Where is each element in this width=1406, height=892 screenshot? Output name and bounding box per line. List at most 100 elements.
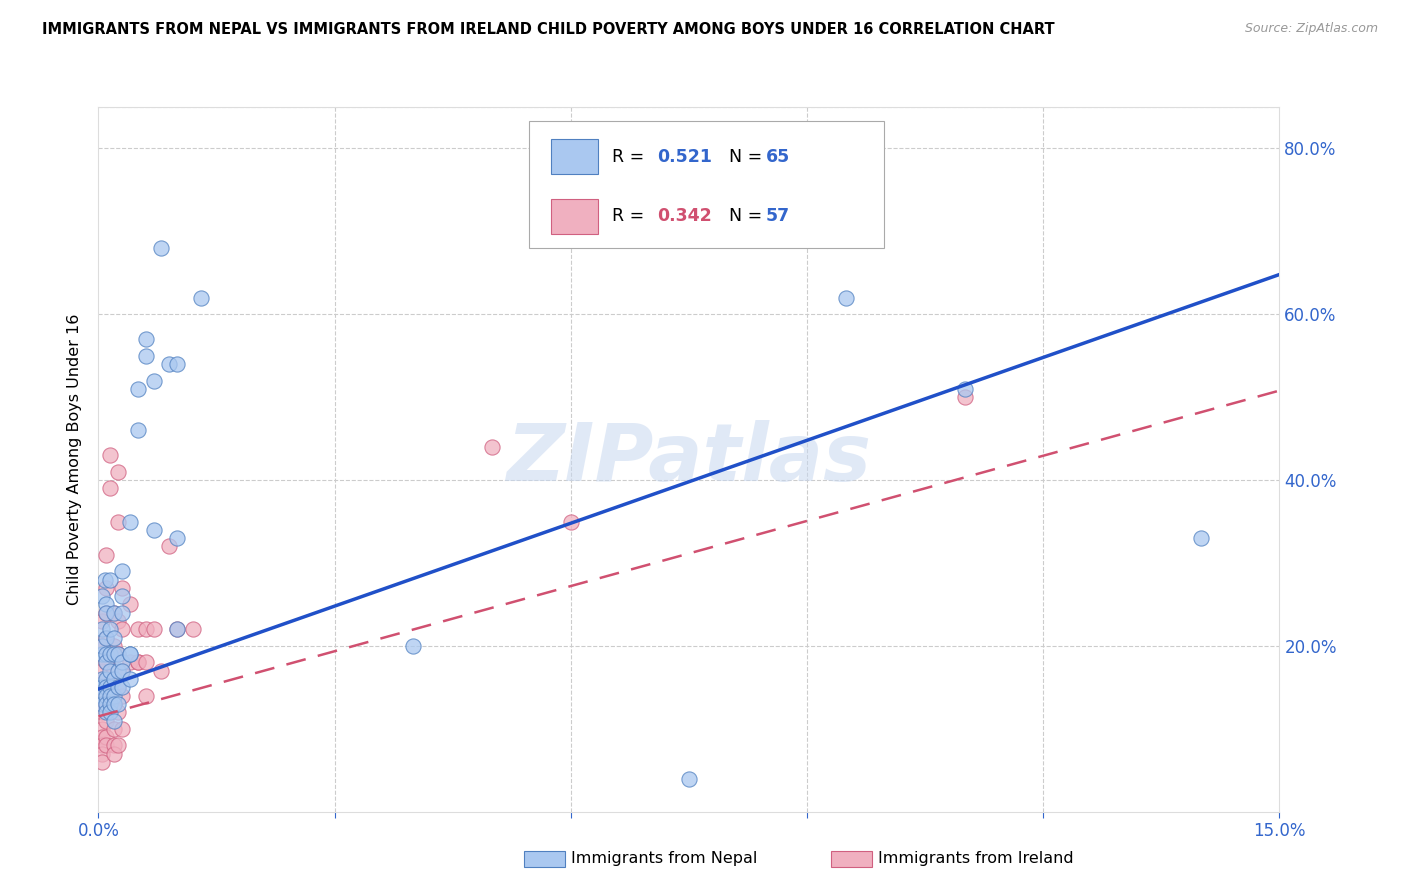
Text: 65: 65	[766, 148, 790, 166]
Point	[127, 382, 149, 396]
Text: ZIPatlas: ZIPatlas	[506, 420, 872, 499]
Point	[118, 515, 141, 529]
Point	[96, 606, 118, 620]
Text: 0.342: 0.342	[657, 207, 711, 226]
Point	[118, 656, 141, 670]
Point	[135, 332, 157, 346]
Point	[481, 440, 503, 454]
Point	[91, 689, 114, 703]
Point	[135, 349, 157, 363]
Point	[142, 623, 165, 637]
Point	[157, 540, 180, 554]
Point	[103, 631, 125, 645]
Point	[111, 681, 134, 695]
Point	[91, 664, 114, 678]
Point	[111, 664, 134, 678]
Point	[111, 623, 134, 637]
Point	[96, 656, 118, 670]
Point	[96, 681, 118, 695]
Point	[91, 647, 114, 661]
Point	[91, 705, 114, 719]
Point	[135, 689, 157, 703]
Text: N =: N =	[718, 207, 768, 226]
Point	[135, 656, 157, 670]
Point	[103, 722, 125, 736]
Point	[91, 614, 114, 628]
Point	[107, 705, 129, 719]
Point	[96, 705, 118, 719]
Point	[91, 722, 114, 736]
Point	[127, 656, 149, 670]
Point	[91, 755, 114, 769]
Point	[166, 531, 188, 545]
Point	[118, 647, 141, 661]
Point	[96, 672, 118, 686]
Point	[107, 681, 129, 695]
Point	[111, 722, 134, 736]
Point	[103, 689, 125, 703]
Point	[107, 515, 129, 529]
Text: R =: R =	[612, 148, 650, 166]
Point	[107, 647, 129, 661]
Point	[96, 598, 118, 612]
Point	[96, 714, 118, 728]
Point	[118, 647, 141, 661]
Point	[98, 448, 121, 462]
Point	[91, 689, 114, 703]
Point	[96, 697, 118, 711]
Point	[166, 623, 188, 637]
Point	[103, 739, 125, 753]
Point	[96, 606, 118, 620]
Point	[91, 747, 114, 761]
Point	[103, 714, 125, 728]
Point	[103, 747, 125, 761]
Point	[98, 664, 121, 678]
Text: Source: ZipAtlas.com: Source: ZipAtlas.com	[1244, 22, 1378, 36]
Point	[103, 664, 125, 678]
Point	[150, 241, 173, 255]
Point	[96, 697, 118, 711]
Point	[96, 631, 118, 645]
Point	[91, 681, 114, 695]
Point	[98, 573, 121, 587]
Point	[103, 672, 125, 686]
Point	[91, 672, 114, 686]
Text: 57: 57	[766, 207, 790, 226]
Point	[103, 697, 125, 711]
Point	[560, 515, 582, 529]
Point	[111, 589, 134, 603]
Text: Immigrants from Nepal: Immigrants from Nepal	[571, 852, 758, 866]
Point	[107, 739, 129, 753]
Point	[91, 639, 114, 653]
Point	[96, 681, 118, 695]
Point	[98, 623, 121, 637]
Point	[96, 581, 118, 595]
Point	[91, 589, 114, 603]
Point	[111, 656, 134, 670]
Point	[678, 772, 700, 786]
Point	[142, 523, 165, 537]
Point	[103, 639, 125, 653]
Point	[103, 606, 125, 620]
Point	[166, 623, 188, 637]
Point	[91, 697, 114, 711]
Point	[96, 631, 118, 645]
Point	[127, 623, 149, 637]
Text: 0.521: 0.521	[657, 148, 711, 166]
Point	[98, 689, 121, 703]
Point	[98, 705, 121, 719]
Point	[1189, 531, 1212, 545]
Point	[166, 357, 188, 371]
Point	[111, 689, 134, 703]
Point	[98, 482, 121, 496]
Point	[181, 623, 204, 637]
Point	[127, 423, 149, 437]
Point	[98, 697, 121, 711]
Point	[111, 664, 134, 678]
Point	[96, 647, 118, 661]
Point	[150, 664, 173, 678]
Text: N =: N =	[718, 148, 768, 166]
Point	[107, 647, 129, 661]
Point	[98, 647, 121, 661]
Point	[111, 606, 134, 620]
